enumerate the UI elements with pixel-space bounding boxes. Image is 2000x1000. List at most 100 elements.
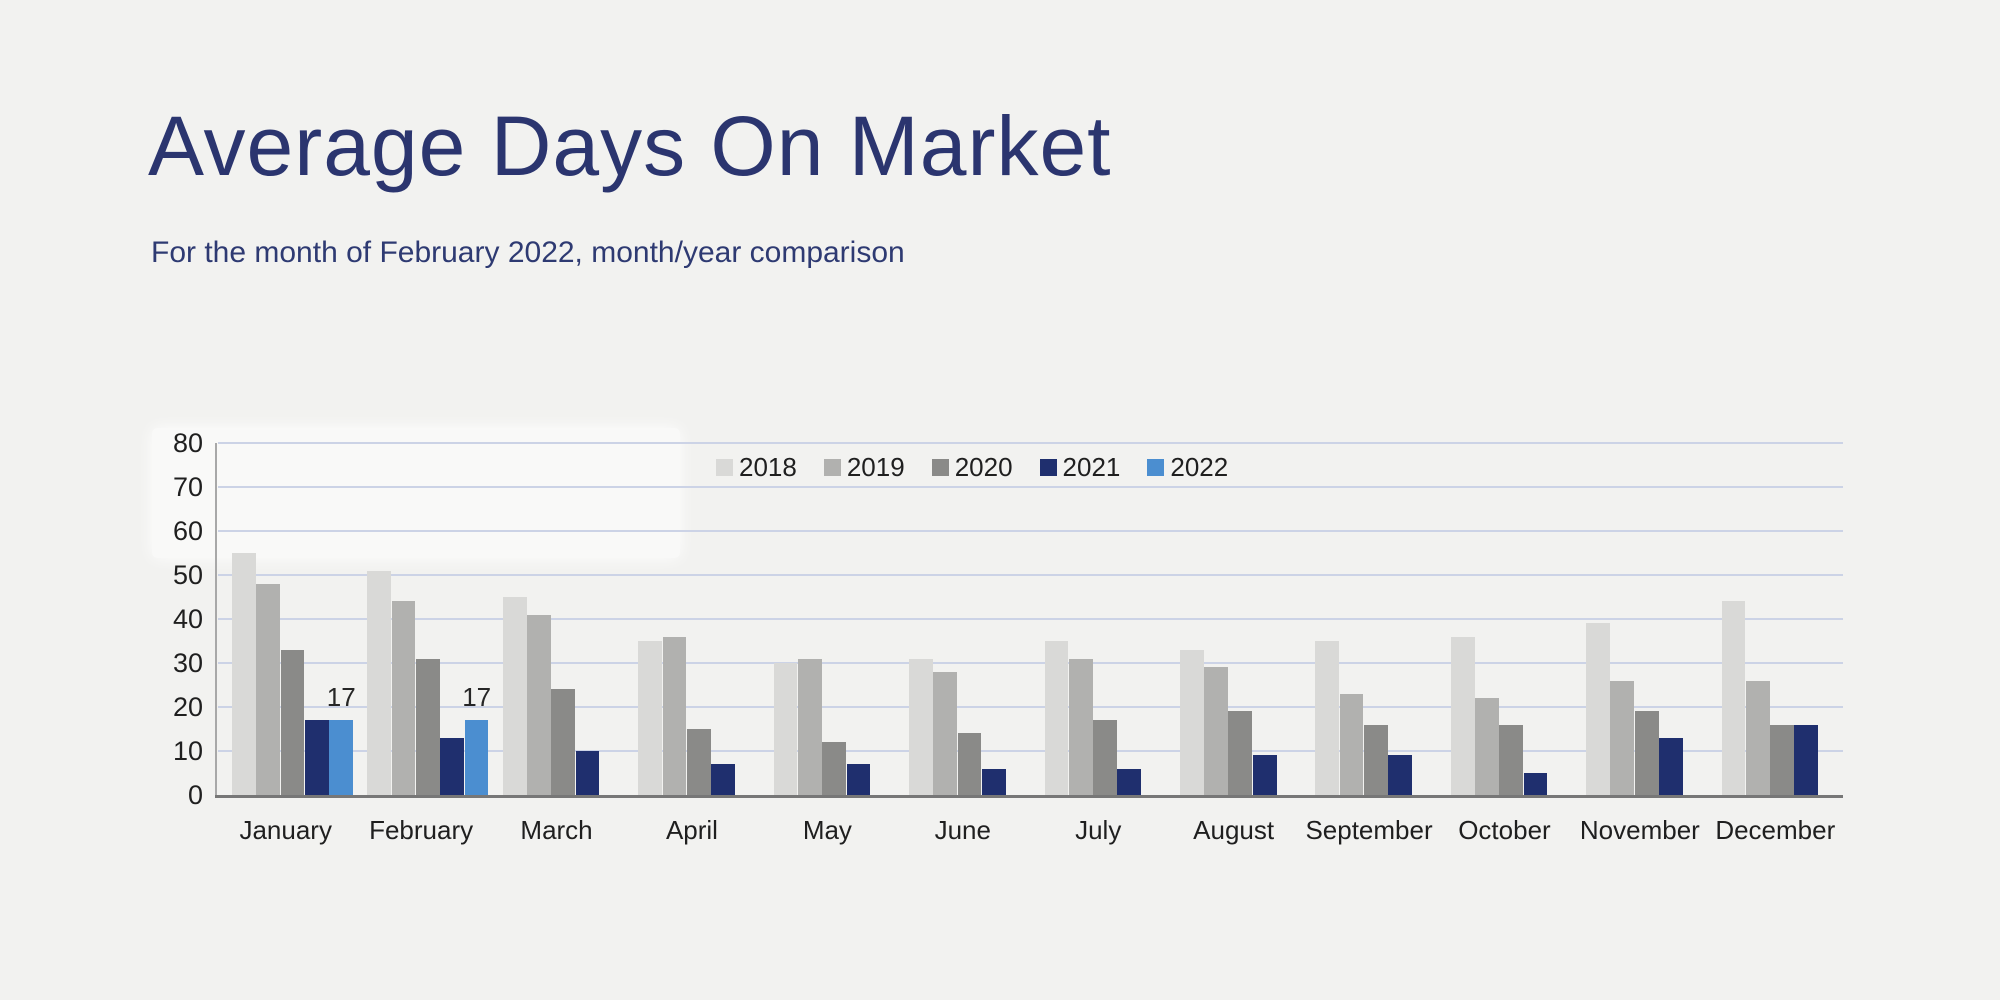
bar-2018-June [909,658,933,795]
y-axis-tick-label: 50 [172,560,203,590]
bar-2021-October [1523,773,1548,795]
bar-2018-February [367,570,392,795]
bar-2020-April [686,729,711,795]
y-axis-tick-label: 30 [172,648,203,678]
y-axis-tick-label: 60 [172,516,203,546]
legend-swatch-2019 [823,459,841,476]
bar-2018-December [1721,601,1746,795]
y-axis-tick-label: 70 [172,472,203,502]
bar-2018-January [232,553,256,795]
gridline [218,706,1843,708]
bar-2019-November [1610,680,1635,795]
y-axis-tick-label: 40 [172,604,203,634]
bar-2020-March [551,689,576,795]
bar-2020-January [280,649,305,795]
legend-swatch-2020 [931,459,949,476]
bar-2022-February [464,720,489,795]
bar-2019-February [391,601,416,795]
x-axis-label-march: March [520,815,593,845]
bar-2018-March [502,597,527,795]
legend-item-2019: 2019 [823,452,905,483]
bar-2019-August [1204,667,1228,795]
gridline [218,442,1843,444]
bar-2021-June [981,768,1006,795]
bar-2021-July [1117,768,1142,795]
legend-swatch-2022 [1147,459,1165,476]
legend-item-2018: 2018 [716,452,797,483]
gridline [218,662,1843,664]
bar-2019-March [527,614,551,795]
chart-legend: 2018 2019 2020 2021 2022 [716,452,1228,483]
bar-2018-September [1315,641,1340,795]
gridline [218,750,1843,752]
bar-2018-August [1179,649,1204,795]
legend-item-2021: 2021 [1039,452,1121,483]
bar-2019-May [797,658,822,795]
legend-label-2021: 2021 [1062,452,1121,482]
legend-label-2018: 2018 [739,452,797,482]
x-axis-label-october: October [1458,815,1551,845]
bar-2019-July [1068,658,1093,795]
y-axis-tick-label: 0 [187,780,203,810]
x-axis-label-may: May [802,815,852,845]
bar-2021-September [1388,755,1412,795]
bar-2018-November [1586,623,1610,795]
y-axis-tick-label: 20 [172,692,203,722]
bar-2020-December [1770,724,1794,795]
bar-2021-April [711,764,735,795]
bar-2019-September [1339,693,1364,795]
bar-2020-October [1499,724,1524,795]
x-axis-label-june: June [934,815,991,845]
background-panel [152,428,680,558]
bar-2019-June [933,671,958,795]
legend-item-2022: 2022 [1147,452,1228,483]
bar-2020-July [1093,720,1117,795]
bar-2018-October [1450,636,1475,795]
bar-2021-November [1659,737,1683,795]
gridline [218,530,1843,532]
chart-subtitle: For the month of February 2022, month/ye… [151,236,905,269]
legend-swatch-2021 [1039,459,1057,476]
bar-2021-January [304,720,329,795]
bar-2021-March [575,751,600,795]
bar-2020-November [1634,711,1659,795]
bar-2021-May [846,764,871,795]
bar-2021-February [440,737,465,795]
bar-2019-December [1745,680,1770,795]
x-axis-label-january: January [239,815,332,845]
bar-2019-October [1475,698,1499,795]
bar-2018-May [773,663,798,795]
gridline [218,486,1843,488]
bar-2020-June [957,733,982,795]
x-axis-label-december: December [1715,815,1836,845]
x-axis-label-august: August [1193,815,1275,845]
x-axis-label-september: September [1305,815,1433,845]
legend-label-2022: 2022 [1170,452,1229,482]
bar-2022-January [329,720,353,795]
x-axis-line [215,795,1843,798]
bar-2018-April [638,641,663,795]
bar-2020-February [415,658,440,795]
legend-item-2020: 2020 [931,452,1013,483]
x-axis-label-july: July [1075,815,1122,845]
bar-2019-April [662,636,687,795]
gridline [218,618,1843,620]
bar-2018-July [1044,641,1069,795]
bar-2020-September [1363,724,1388,795]
chart-title: Average Days On Market [148,99,1112,193]
data-label-2022-january: 17 [326,682,356,713]
y-axis-tick-label: 80 [172,428,203,458]
x-axis-label-april: April [665,815,718,845]
data-label-2022-february: 17 [462,682,492,713]
bar-2020-August [1228,711,1253,795]
legend-label-2020: 2020 [954,452,1013,482]
legend-label-2019: 2019 [846,452,905,482]
legend-swatch-2018 [716,459,733,476]
gridline [218,574,1843,576]
x-axis-label-february: February [369,815,474,845]
bar-2020-May [822,742,846,795]
y-axis-tick-label: 10 [172,736,203,766]
bar-2021-August [1252,755,1277,795]
bar-2019-January [256,583,281,795]
